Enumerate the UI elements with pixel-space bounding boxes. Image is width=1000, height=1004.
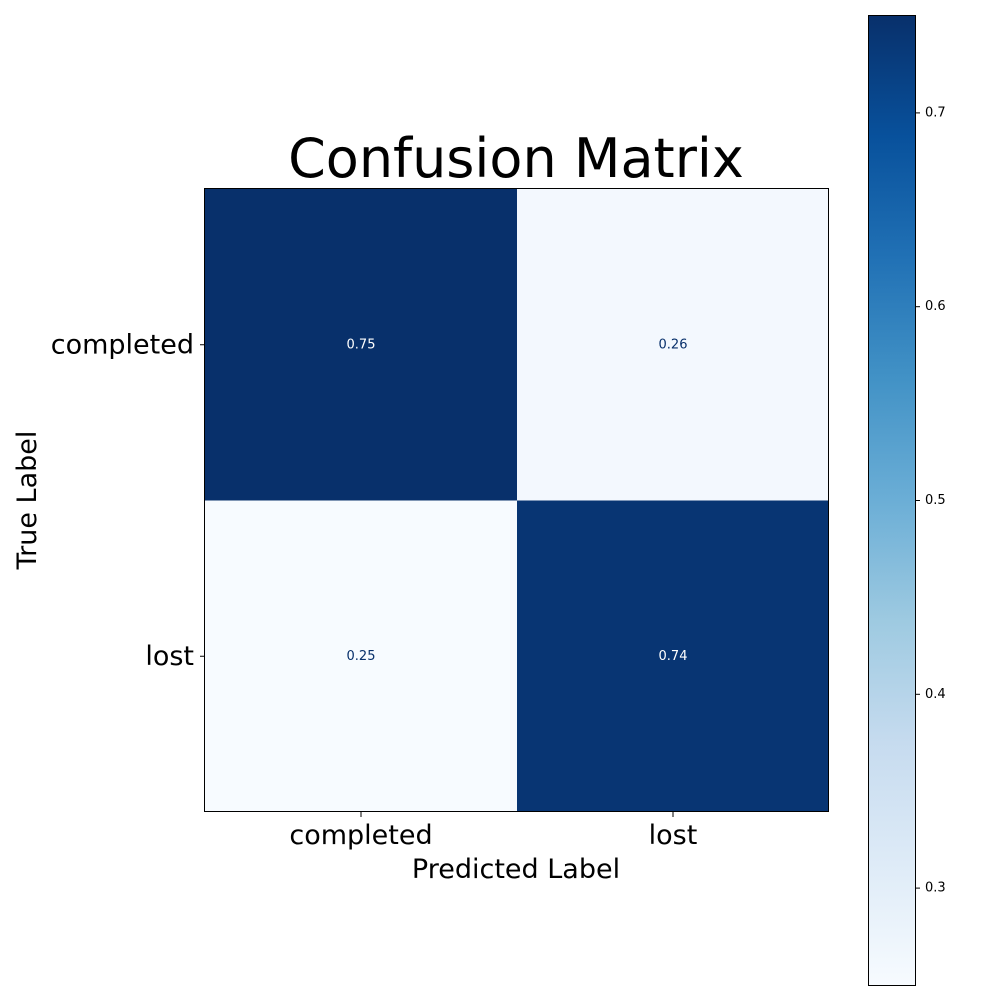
y-tick-label: lost bbox=[145, 641, 194, 672]
cell-value-label-r0-c1: 0.26 bbox=[659, 337, 688, 352]
colorbar-tick-label: 0.5 bbox=[925, 493, 946, 508]
y-axis-label: True Label bbox=[12, 431, 43, 571]
colorbar-ticks: 0.3 0.4 0.5 0.6 0.7 bbox=[915, 105, 946, 896]
heatmap-cell-r1-c0 bbox=[205, 500, 517, 812]
x-axis-label: Predicted Label bbox=[412, 854, 620, 885]
heatmap-cells bbox=[205, 189, 829, 812]
colorbar-tick-label: 0.3 bbox=[925, 881, 946, 896]
cell-value-label-r1-c1: 0.74 bbox=[659, 649, 688, 664]
colorbar-tick-label: 0.4 bbox=[925, 687, 946, 702]
colorbar-tick-label: 0.6 bbox=[925, 299, 946, 314]
x-tick-label: lost bbox=[649, 820, 698, 851]
cell-value-labels: 0.75 0.26 0.25 0.74 bbox=[347, 337, 688, 664]
chart-title: Confusion Matrix bbox=[288, 127, 744, 190]
colorbar bbox=[868, 15, 916, 986]
cell-value-label-r0-c0: 0.75 bbox=[347, 337, 376, 352]
plot-frame bbox=[204, 188, 829, 812]
heatmap-cell-r1-c1 bbox=[517, 500, 829, 812]
y-axis-ticks: completed lost bbox=[51, 329, 205, 672]
colorbar-tick-label: 0.7 bbox=[925, 105, 946, 120]
cell-value-label-r1-c0: 0.25 bbox=[347, 649, 376, 664]
heatmap-cell-r0-c0 bbox=[205, 189, 517, 501]
x-axis-ticks: completed lost bbox=[289, 812, 697, 851]
heatmap-cell-r0-c1 bbox=[517, 189, 829, 501]
x-tick-label: completed bbox=[289, 820, 432, 851]
y-tick-label: completed bbox=[51, 329, 194, 360]
